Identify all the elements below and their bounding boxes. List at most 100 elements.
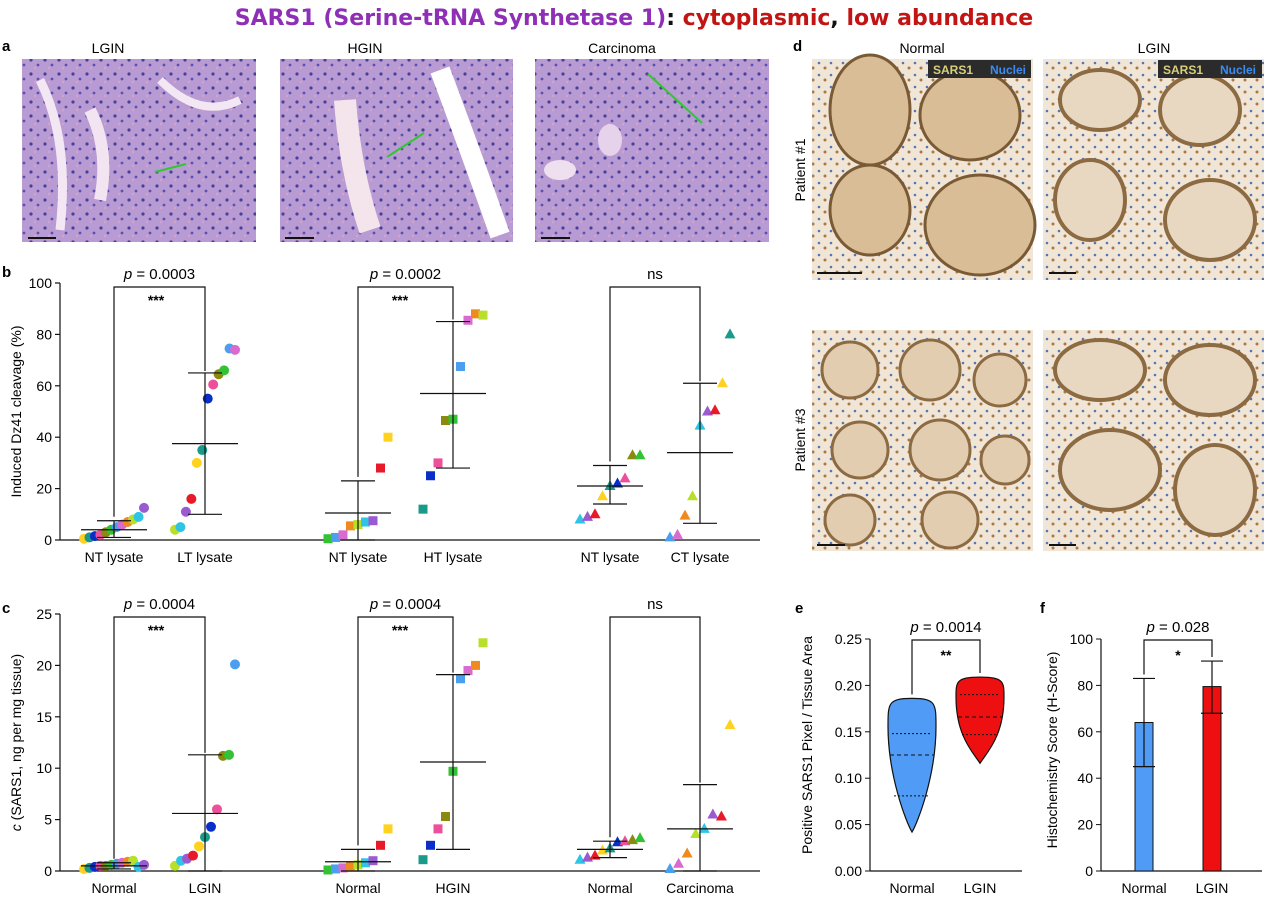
data-point <box>224 749 234 760</box>
x-category-label: HGIN <box>436 880 471 896</box>
ihc-col-lgin: LGIN <box>1138 40 1171 56</box>
data-point <box>456 674 465 684</box>
data-point <box>133 511 144 522</box>
data-point <box>180 506 191 517</box>
y-tick-label: 20 <box>36 481 52 497</box>
he-image-hgin <box>280 59 513 242</box>
y-tick-label: 60 <box>1077 724 1093 740</box>
data-point <box>463 666 473 676</box>
chart-b: 0 20 40 60 80 100 Induced Dz41 cleavage (%) NT … <box>8 266 760 565</box>
y-tick-label: 0 <box>1085 863 1093 879</box>
x-category-label: LGIN <box>964 880 997 896</box>
x-category-label: LGIN <box>189 880 222 896</box>
data-point <box>368 856 378 866</box>
significance-bracket <box>911 639 981 695</box>
y-tick-label: 60 <box>36 378 52 394</box>
y-tick-label: 0 <box>44 532 52 548</box>
y-tick-label: 0.25 <box>835 631 862 647</box>
significance-stars: * <box>1175 647 1181 663</box>
data-point <box>361 858 370 868</box>
data-point <box>323 534 333 544</box>
data-point <box>197 445 208 456</box>
data-point <box>139 502 149 513</box>
data-point <box>456 362 465 372</box>
data-point <box>715 810 727 821</box>
data-point <box>627 449 638 460</box>
data-point <box>191 457 202 468</box>
he-label-carcinoma: Carcinoma <box>588 40 656 56</box>
data-point <box>338 863 348 873</box>
data-point <box>194 841 204 852</box>
data-point <box>323 865 333 875</box>
x-category-label: NT lysate <box>329 549 388 565</box>
x-category-label: Carcinoma <box>666 880 734 896</box>
panel-a: a LGIN HGIN Carcinoma <box>2 38 769 242</box>
x-category-label: NT lysate <box>581 549 640 565</box>
title-localization: cytoplasmic <box>682 6 831 31</box>
significance-bracket <box>1143 639 1213 675</box>
y-tick-label: 0.10 <box>835 770 862 786</box>
y-tick-label: 10 <box>36 760 52 776</box>
p-value-label: p = 0.0003 <box>123 266 195 283</box>
data-point <box>709 404 721 415</box>
he-image-carcinoma <box>535 59 769 242</box>
x-category-label: LGIN <box>1196 880 1229 896</box>
significance-bracket <box>357 286 454 477</box>
data-point <box>338 530 348 540</box>
y-axis-label: Histochemistry Score (H-Score) <box>1044 652 1060 849</box>
data-point <box>212 804 222 815</box>
data-point <box>383 824 393 834</box>
significance-label: ns <box>647 266 663 283</box>
y-tick-label: 100 <box>29 275 53 291</box>
data-point <box>707 808 719 819</box>
y-tick-label: 40 <box>1077 770 1093 786</box>
y-tick-label: 0.05 <box>835 817 862 833</box>
data-point <box>331 532 340 542</box>
data-point <box>724 719 736 730</box>
x-category-label: Normal <box>335 880 380 896</box>
panel-d-letter: d <box>793 38 802 55</box>
p-value-label: p = 0.0004 <box>123 596 195 613</box>
data-point <box>186 493 197 504</box>
data-point <box>139 859 149 870</box>
data-point <box>426 840 435 850</box>
data-point <box>687 490 698 501</box>
data-point <box>471 309 480 319</box>
y-tick-label: 0.00 <box>835 863 862 879</box>
title-comma: , <box>830 6 847 31</box>
x-category-label: Normal <box>587 880 632 896</box>
y-tick-label: 80 <box>1077 677 1093 693</box>
data-point <box>589 508 601 519</box>
y-tick-label: 20 <box>36 657 52 673</box>
y-axis-label: Positive SARS1 Pixel / Tissue Area <box>799 636 815 854</box>
he-label-lgin: LGIN <box>92 40 125 56</box>
data-point <box>219 365 230 376</box>
legend-sars1-normal: SARS1 <box>933 63 973 77</box>
data-point <box>673 857 685 868</box>
y-tick-label: 0.15 <box>835 724 862 740</box>
bar <box>1202 686 1222 872</box>
x-category-label: LT lysate <box>177 549 233 565</box>
y-tick-label: 25 <box>36 606 52 622</box>
panel-b-letter: b <box>2 264 11 281</box>
x-category-label: HT lysate <box>424 549 483 565</box>
y-tick-label: 40 <box>36 429 52 445</box>
panel-c-letter: c <box>2 600 10 617</box>
data-point <box>433 458 443 468</box>
data-point <box>383 432 393 442</box>
title-protein: SARS1 (Serine-tRNA Synthetase 1) <box>234 6 667 31</box>
ihc-legend-lgin: SARS1 Nuclei <box>1158 60 1262 78</box>
panel-e-letter: e <box>795 600 803 617</box>
data-point <box>426 471 435 481</box>
p-value-label: p = 0.028 <box>1146 619 1210 636</box>
data-point <box>619 835 631 846</box>
he-label-hgin: HGIN <box>348 40 383 56</box>
data-point <box>679 509 691 520</box>
data-point <box>418 504 428 514</box>
data-point <box>441 415 450 425</box>
y-tick-label: 80 <box>36 326 52 342</box>
data-point <box>717 377 728 388</box>
title-separator: : <box>666 6 683 31</box>
x-category-label: Normal <box>1121 880 1166 896</box>
